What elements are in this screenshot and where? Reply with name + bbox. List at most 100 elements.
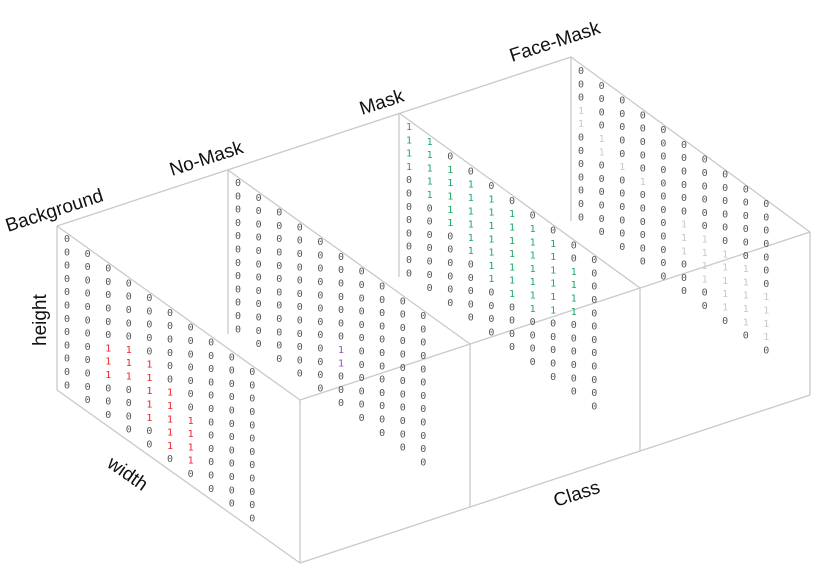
cell-zero: 0 — [427, 203, 433, 214]
cell-zero: 0 — [427, 217, 433, 228]
cell-zero: 0 — [229, 419, 235, 430]
cell-zero: 0 — [550, 359, 556, 370]
cell-one: 1 — [167, 428, 173, 439]
cell-zero: 0 — [379, 428, 385, 439]
cell-zero: 0 — [249, 460, 255, 471]
cell-zero: 0 — [338, 332, 344, 343]
cell-zero: 0 — [640, 257, 646, 268]
cell-zero: 0 — [420, 457, 426, 468]
cell-zero: 0 — [105, 264, 111, 275]
cell-one: 1 — [146, 413, 152, 424]
cell-zero: 0 — [571, 254, 577, 265]
cell-one: 1 — [406, 122, 412, 133]
cell-zero: 0 — [763, 266, 769, 277]
cell-zero: 0 — [488, 327, 494, 338]
cell-zero: 0 — [619, 229, 625, 240]
cell-zero: 0 — [338, 305, 344, 316]
cell-zero: 0 — [276, 341, 282, 352]
cell-zero: 0 — [400, 403, 406, 414]
cell-one: 1 — [447, 178, 453, 189]
cell-zero: 0 — [468, 273, 474, 284]
cell-zero: 0 — [599, 214, 605, 225]
cell-one: 1 — [571, 267, 577, 278]
cell-zero: 0 — [488, 181, 494, 192]
cell-zero: 0 — [235, 205, 241, 216]
cell-zero: 0 — [235, 178, 241, 189]
cell-zero: 0 — [550, 226, 556, 237]
cell-zero: 0 — [763, 212, 769, 223]
cell-zero: 0 — [126, 305, 132, 316]
cell-zero: 0 — [743, 251, 749, 262]
cell-one: 1 — [550, 279, 556, 290]
cell-zero: 0 — [229, 472, 235, 483]
cell-zero: 0 — [359, 267, 365, 278]
cell-zero: 0 — [619, 189, 625, 200]
cell-zero: 0 — [297, 342, 303, 353]
left-top-edge — [56, 225, 301, 401]
cell-one: 1 — [578, 106, 584, 117]
cell-one: 1 — [702, 235, 708, 246]
cell-zero: 0 — [276, 274, 282, 285]
cell-zero: 0 — [406, 268, 412, 279]
cell-zero: 0 — [276, 234, 282, 245]
cell-zero: 0 — [406, 242, 412, 253]
cell-zero: 0 — [571, 360, 577, 371]
cell-zero: 0 — [317, 290, 323, 301]
cell-zero: 0 — [619, 109, 625, 120]
cell-zero: 0 — [743, 211, 749, 222]
cell-zero: 0 — [400, 310, 406, 321]
cell-zero: 0 — [379, 348, 385, 359]
cell-zero: 0 — [297, 236, 303, 247]
cell-zero: 0 — [660, 218, 666, 229]
cell-one: 1 — [447, 192, 453, 203]
cell-zero: 0 — [400, 363, 406, 374]
cell-one: 1 — [468, 180, 474, 191]
cell-zero: 0 — [619, 122, 625, 133]
cell-zero: 0 — [619, 96, 625, 107]
cell-one: 1 — [722, 249, 728, 260]
cell-zero: 0 — [743, 331, 749, 342]
cell-zero: 0 — [105, 383, 111, 394]
cell-zero: 0 — [338, 252, 344, 263]
cell-zero: 0 — [256, 273, 262, 284]
cell-zero: 0 — [640, 230, 646, 241]
cell-zero: 0 — [427, 257, 433, 268]
cell-zero: 0 — [235, 258, 241, 269]
cell-zero: 0 — [640, 217, 646, 228]
cell-zero: 0 — [599, 107, 605, 118]
cell-zero: 0 — [64, 247, 70, 258]
cell-zero: 0 — [208, 484, 214, 495]
cell-zero: 0 — [550, 319, 556, 330]
cell-zero: 0 — [249, 513, 255, 524]
cell-zero: 0 — [85, 382, 91, 393]
cell-one: 1 — [338, 358, 344, 369]
cell-zero: 0 — [660, 125, 666, 136]
cell-zero: 0 — [702, 195, 708, 206]
cell-zero: 0 — [146, 333, 152, 344]
cell-zero: 0 — [256, 259, 262, 270]
cell-zero: 0 — [660, 138, 666, 149]
cell-zero: 0 — [406, 175, 412, 186]
cell-one: 1 — [550, 239, 556, 250]
cell-zero: 0 — [640, 137, 646, 148]
cell-zero: 0 — [743, 184, 749, 195]
cell-zero: 0 — [167, 348, 173, 359]
cell-zero: 0 — [188, 376, 194, 387]
cell-one: 1 — [619, 162, 625, 173]
cell-zero: 0 — [509, 342, 515, 353]
cell-zero: 0 — [317, 330, 323, 341]
cell-zero: 0 — [722, 209, 728, 220]
cell-one: 1 — [509, 236, 515, 247]
cell-zero: 0 — [722, 316, 728, 327]
cell-zero: 0 — [400, 429, 406, 440]
cell-zero: 0 — [256, 286, 262, 297]
cell-one: 1 — [188, 416, 194, 427]
width-axis-label: width — [102, 452, 151, 495]
cell-zero: 0 — [599, 174, 605, 185]
cell-zero: 0 — [256, 326, 262, 337]
cell-zero: 0 — [660, 192, 666, 203]
cell-zero: 0 — [578, 79, 584, 90]
cell-zero: 0 — [571, 240, 577, 251]
cell-zero: 0 — [743, 238, 749, 249]
cell-zero: 0 — [619, 136, 625, 147]
